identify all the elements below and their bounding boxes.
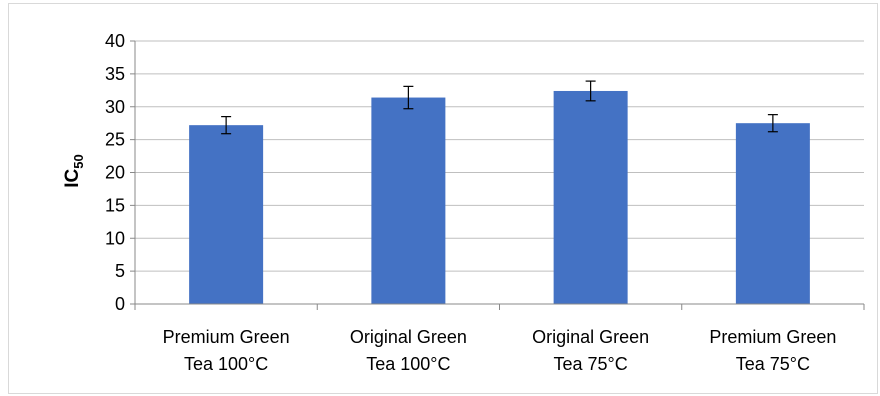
- y-tick-label: 5: [115, 261, 125, 281]
- x-category-label: Premium Green: [163, 327, 290, 347]
- y-tick-label: 10: [105, 228, 125, 248]
- x-category-label: Premium Green: [709, 327, 836, 347]
- y-axis-label-subscript: 50: [71, 154, 86, 168]
- x-category-labels: Premium Green Tea 100°C Original Green Tea …: [163, 327, 837, 374]
- x-category-label: Tea 100°C: [184, 354, 268, 374]
- x-category-label: Original Green: [350, 327, 467, 347]
- y-tick-label: 15: [105, 195, 125, 215]
- y-tick-label: 30: [105, 97, 125, 117]
- axes: [130, 40, 865, 310]
- y-axis-label-main: IC: [62, 168, 83, 187]
- x-category-label: Tea 100°C: [366, 354, 450, 374]
- x-category-label: Tea 75°C: [554, 354, 628, 374]
- bar: [735, 123, 810, 304]
- y-tick-label: 0: [115, 294, 125, 314]
- y-tick-label: 25: [105, 130, 125, 150]
- bar: [553, 90, 628, 304]
- y-tick-label: 20: [105, 163, 125, 183]
- x-category-label: Tea 75°C: [736, 354, 810, 374]
- y-tick-label: 35: [105, 64, 125, 84]
- bar: [189, 125, 264, 304]
- error-bars: [221, 80, 778, 135]
- y-axis-label: IC50: [62, 154, 86, 187]
- y-tick-label: 40: [105, 31, 125, 51]
- bar: [371, 97, 446, 304]
- y-tick-labels: 0 5 10 15 20 25 30 35 40: [105, 31, 125, 314]
- bars: [189, 90, 810, 304]
- x-category-label: Original Green: [532, 327, 649, 347]
